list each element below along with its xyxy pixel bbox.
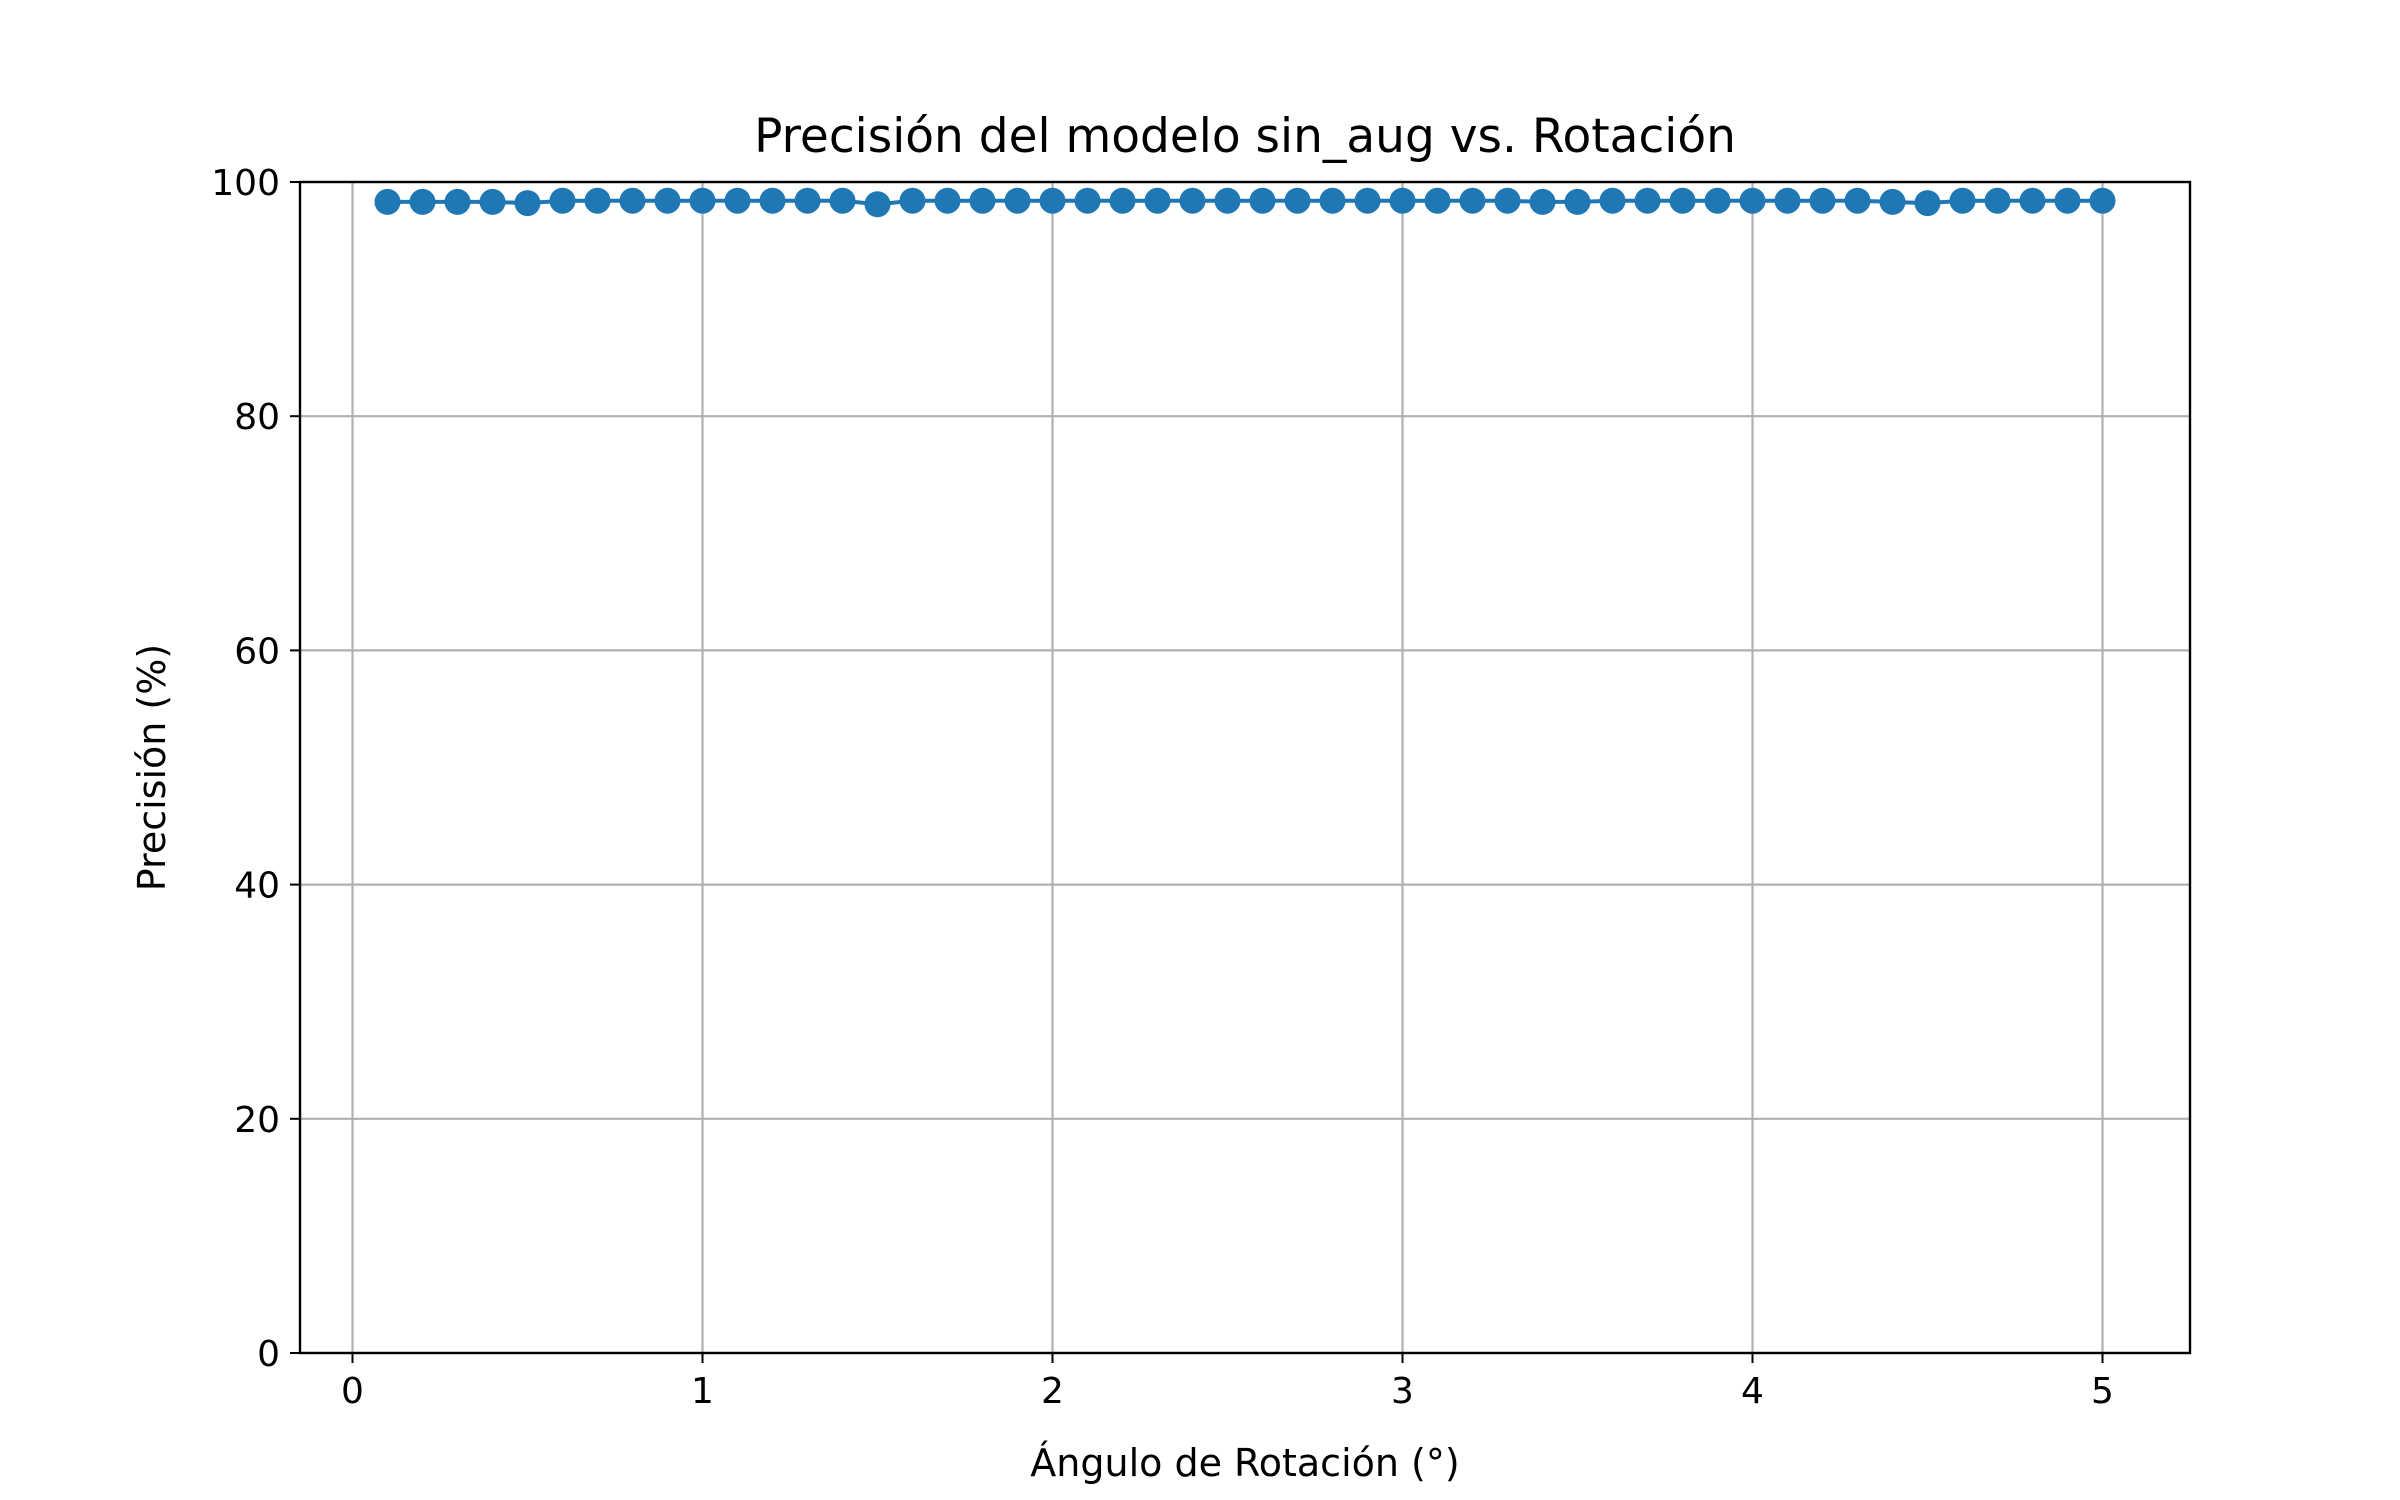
data-point [1004,187,1031,214]
x-tick-label: 2 [1041,1371,1064,1412]
data-point [1844,187,1871,214]
x-axis-label: Ángulo de Rotación (°) [1030,1441,1459,1485]
data-point [1809,187,1836,214]
grid-lines [300,180,2190,1355]
data-point [409,188,436,215]
data-point [1879,188,1906,215]
data-point [1914,190,1941,217]
data-point [1739,187,1766,214]
data-point [1459,187,1486,214]
data-point [1774,187,1801,214]
data-point [1109,187,1136,214]
y-tick-label: 20 [234,1100,280,1141]
y-tick-label: 80 [234,397,280,438]
data-point [969,187,996,214]
data-point [1354,187,1381,214]
data-point [444,188,471,215]
data-point [619,187,646,214]
x-tick-label: 5 [2091,1371,2114,1412]
x-tick-label: 3 [1391,1371,1414,1412]
data-point [1669,187,1696,214]
data-point [1564,188,1591,215]
data-point [479,188,506,215]
x-tick-label: 1 [691,1371,714,1412]
data-point [1424,187,1451,214]
data-point [1529,188,1556,215]
data-point [584,187,611,214]
data-point [1284,187,1311,214]
data-point [794,187,821,214]
data-point [1634,187,1661,214]
data-point [2019,187,2046,214]
data-point [514,190,541,217]
x-tick-label: 0 [341,1371,364,1412]
y-tick-label: 0 [257,1334,280,1375]
data-point [374,188,401,215]
data-point [1984,187,2011,214]
data-point [689,187,716,214]
data-point [724,187,751,214]
data-point [1704,187,1731,214]
data-point [1599,187,1626,214]
data-point [934,187,961,214]
chart-title: Precisión del modelo sin_aug vs. Rotació… [754,109,1736,164]
axis-ticks: 0 1 2 3 4 5 0 20 40 60 80 100 [211,163,2114,1412]
x-tick-label: 4 [1741,1371,1764,1412]
data-point [759,187,786,214]
data-point [1179,187,1206,214]
data-point [2089,187,2116,214]
y-axis-label: Precisión (%) [130,644,174,891]
plot-area-frame [298,180,2192,1355]
data-point [549,187,576,214]
data-point [1494,187,1521,214]
data-point [864,191,891,218]
data-point [1389,187,1416,214]
data-point [1214,187,1241,214]
data-point [1144,187,1171,214]
y-tick-label: 40 [234,866,280,907]
data-point [1319,187,1346,214]
data-point [1249,187,1276,214]
data-point [2054,187,2081,214]
y-tick-label: 60 [234,631,280,672]
data-point [1074,187,1101,214]
data-point [1039,187,1066,214]
data-point [1949,187,1976,214]
data-point [899,187,926,214]
data-point [654,187,681,214]
data-series [374,187,2116,218]
data-point [829,187,856,214]
y-tick-label: 100 [211,163,280,204]
